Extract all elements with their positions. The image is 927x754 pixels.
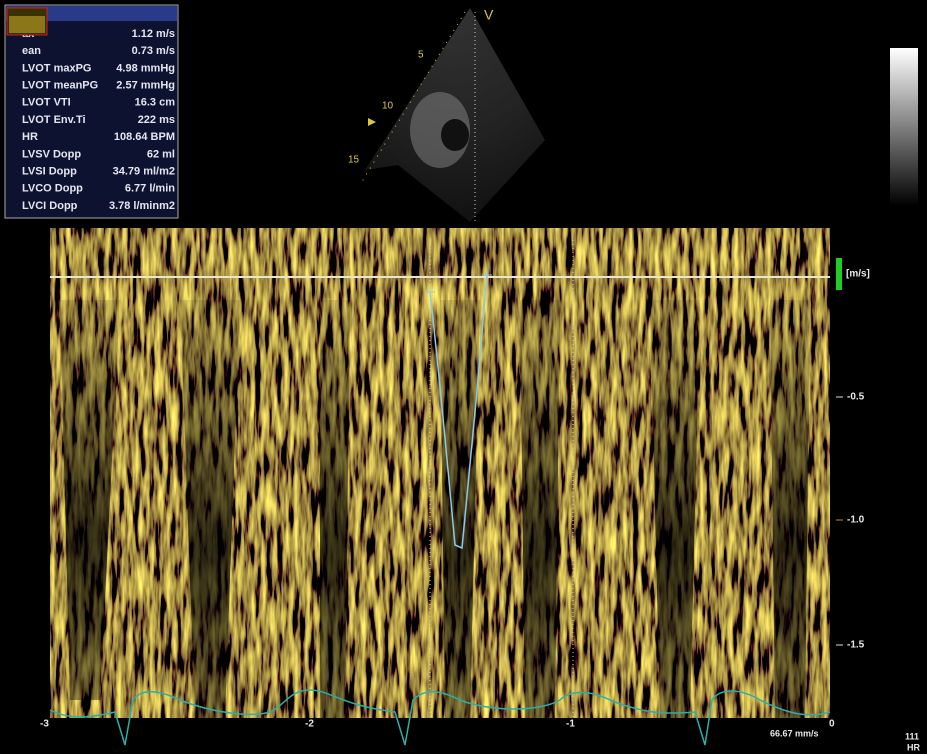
focus-marker — [368, 118, 376, 126]
row-label: LVOT maxPG — [22, 62, 91, 74]
row-label: LVCI Dopp — [22, 200, 78, 212]
row-value: 2.57 mmHg — [116, 80, 175, 92]
row-label: LVOT VTI — [22, 97, 71, 109]
depth-label: 5 — [418, 50, 424, 61]
row-value: 16.3 cm — [135, 97, 176, 109]
time-label: -1 — [566, 719, 575, 730]
baseline-marker — [836, 258, 842, 290]
row-value: 6.77 l/min — [125, 183, 175, 195]
dark-band — [770, 300, 810, 718]
row-label: ean — [22, 45, 41, 57]
scale-label: -0.5 — [847, 392, 865, 403]
depth-label: 10 — [382, 101, 394, 112]
row-value: 1.12 m/s — [132, 28, 175, 40]
row-value: 222 ms — [138, 114, 175, 126]
time-label: -3 — [40, 719, 49, 730]
row-label: LVSI Dopp — [22, 166, 77, 178]
scale-unit: [m/s] — [846, 269, 870, 280]
page: {"panel": {"rows": [ {"label": "ax", "va… — [0, 0, 927, 754]
ultrasound-screen: V 5 10 15 [m/s] -0.5 -1.0 -1.5 -3 -2 -1 … — [0, 0, 927, 754]
row-value: 108.64 BPM — [114, 131, 175, 143]
row-value: 4.98 mmHg — [116, 62, 175, 74]
hr-label: HR — [907, 742, 920, 752]
doppler-spectrum — [50, 228, 830, 718]
row-value: 62 ml — [147, 148, 175, 160]
row-label: LVSV Dopp — [22, 148, 81, 160]
time-label: -2 — [305, 719, 314, 730]
depth-label: 15 — [348, 155, 360, 166]
scale-label: -1.0 — [847, 515, 865, 526]
row-value: 0.73 m/s — [132, 45, 175, 57]
sector-marker: V — [484, 7, 494, 23]
row-value: 3.78 l/minm2 — [109, 200, 175, 212]
row-value: 34.79 ml/m2 — [113, 166, 175, 178]
hr-value: 111 — [905, 731, 919, 741]
sweep-speed: 66.67 mm/s — [770, 728, 819, 738]
row-label: LVCO Dopp — [22, 183, 83, 195]
dark-band — [320, 300, 350, 718]
time-label: 0 — [829, 719, 835, 730]
sector-cavity — [441, 119, 469, 151]
row-label: LVOT meanPG — [22, 80, 98, 92]
thumbnail-image — [9, 16, 45, 33]
row-label: LVOT Env.Ti — [22, 114, 86, 126]
scale-label: -1.5 — [847, 640, 865, 651]
gray-bar — [890, 48, 918, 206]
row-label: HR — [22, 131, 38, 143]
dark-band — [520, 300, 560, 718]
